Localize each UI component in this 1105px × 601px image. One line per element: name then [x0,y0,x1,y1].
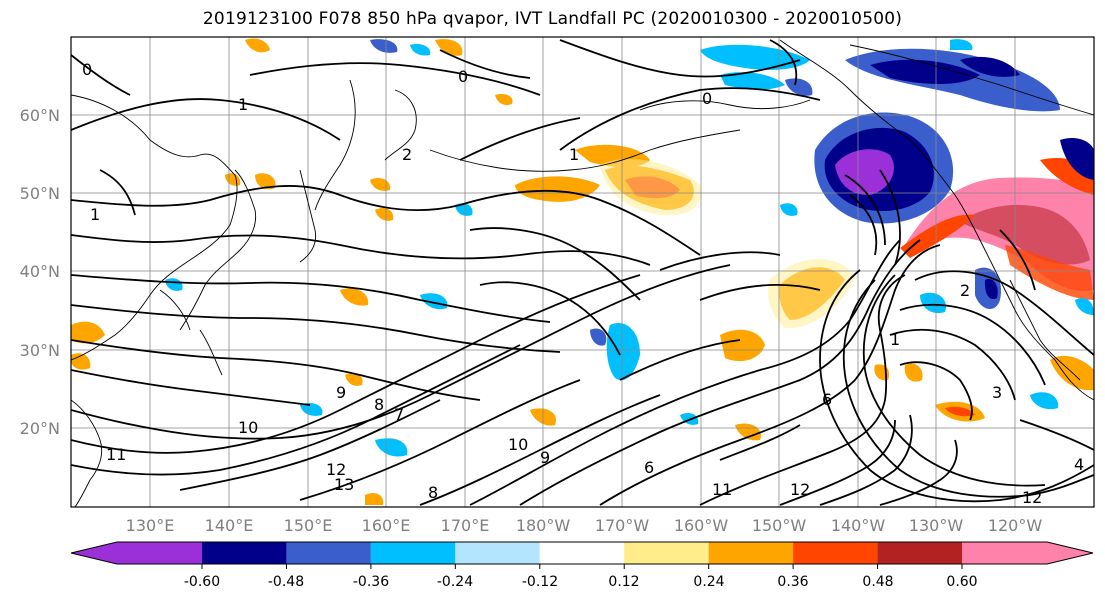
colorbar-tick-label: -0.60 [184,574,220,590]
lat-label: 20°N [20,419,60,438]
longitude-labels: 130°E 140°E 150°E 160°E 170°E 180°W 170°… [126,516,1043,535]
colorbar-outline [70,541,1094,565]
colorbar-segment [708,542,794,564]
colorbar-segment [202,542,287,564]
contour-label: 0 [458,67,468,86]
colorbar-segments [71,542,1093,564]
contour-label: 13 [334,475,354,494]
colorbar-tick-label: 0.48 [862,574,893,590]
contour-label: 9 [336,383,346,402]
latitude-labels: 60°N 50°N 40°N 30°N 20°N [20,106,60,438]
colorbar-segment [793,542,878,564]
colorbar-tick-labels: -0.60 -0.48 -0.36 -0.24 -0.12 0.12 0.24 … [184,574,978,590]
lon-label: 140°W [831,516,886,535]
lon-label: 160°E [362,516,411,535]
map-title: 2019123100 F078 850 hPa qvapor, IVT Land… [202,9,903,29]
lon-label: 170°W [595,516,650,535]
contour-label: 1 [90,205,100,224]
qvapor-positive-anomalies [71,38,1094,505]
contour-label: 1 [569,145,579,164]
ivt-contours [71,39,1094,506]
colorbar-segment [455,542,540,564]
contour-label: 6 [644,458,654,477]
contour-label: 12 [1022,488,1042,507]
contour-label: 8 [374,395,384,414]
contour-label: 11 [712,480,732,499]
qvapor-negative-anomalies [165,39,1094,457]
lon-label: 150°E [284,516,333,535]
anomaly-patch-north-pacific [515,176,600,202]
lon-label: 140°E [205,516,254,535]
contour-label: 1 [890,330,900,349]
colorbar-tick-label: -0.12 [522,574,558,590]
lon-label: 130°W [909,516,964,535]
contour-label: 4 [1074,455,1084,474]
lon-label: 150°W [752,516,807,535]
contour-label: 8 [428,483,438,502]
colorbar-tick-label: -0.48 [268,574,304,590]
colorbar-segment [962,542,1047,564]
colorbar-tick-label: 0.24 [693,574,724,590]
colorbar-segment [286,542,371,564]
contour-label: 11 [106,445,126,464]
lat-label: 50°N [20,184,60,203]
lat-label: 30°N [20,341,60,360]
contour-labels: 0 0 0 1 1 1 2 9 8 7 10 11 12 13 10 9 8 6… [82,60,1084,507]
lon-label: 130°E [126,516,175,535]
contour-label: 2 [402,145,412,164]
map-frame [70,36,1095,508]
contour-label: 1 [238,95,248,114]
contour-label: 0 [82,60,92,79]
lat-label: 40°N [20,262,60,281]
lat-label: 60°N [20,106,60,125]
contour-label: 12 [326,460,346,479]
colorbar-segment [370,542,456,564]
colorbar-ticks [201,564,963,569]
colorbar-segment [117,542,202,564]
contour-label: 7 [394,405,404,424]
colorbar-segment [539,542,625,564]
contour-label: 10 [508,435,528,454]
contour-label: 2 [960,281,970,300]
colorbar-segment [877,542,962,564]
lon-label: 120°W [988,516,1043,535]
colorbar-tick-label: 0.60 [946,574,977,590]
lon-label: 160°W [674,516,729,535]
colorbar-tick-label: 0.36 [777,574,808,590]
colorbar-segment [624,542,709,564]
colorbar-tick-label: 0.12 [608,574,639,590]
contour-label: 12 [790,480,810,499]
colorbar-extend-high [1047,542,1093,564]
contour-label: 3 [992,383,1002,402]
contour-label: 6 [822,390,832,409]
colorbar: -0.60 -0.48 -0.36 -0.24 -0.12 0.12 0.24 … [70,541,1094,590]
contour-label: 10 [238,418,258,437]
colorbar-extend-low [71,542,117,564]
map-panel: 0 0 0 1 1 1 2 9 8 7 10 11 12 13 10 9 8 6… [71,37,1094,507]
coastlines [71,39,1094,507]
lon-label: 180°W [516,516,571,535]
lon-label: 170°E [441,516,490,535]
contour-label: 0 [702,89,712,108]
colorbar-tick-label: -0.36 [353,574,389,590]
colorbar-tick-label: -0.24 [437,574,473,590]
contour-label: 9 [540,448,550,467]
